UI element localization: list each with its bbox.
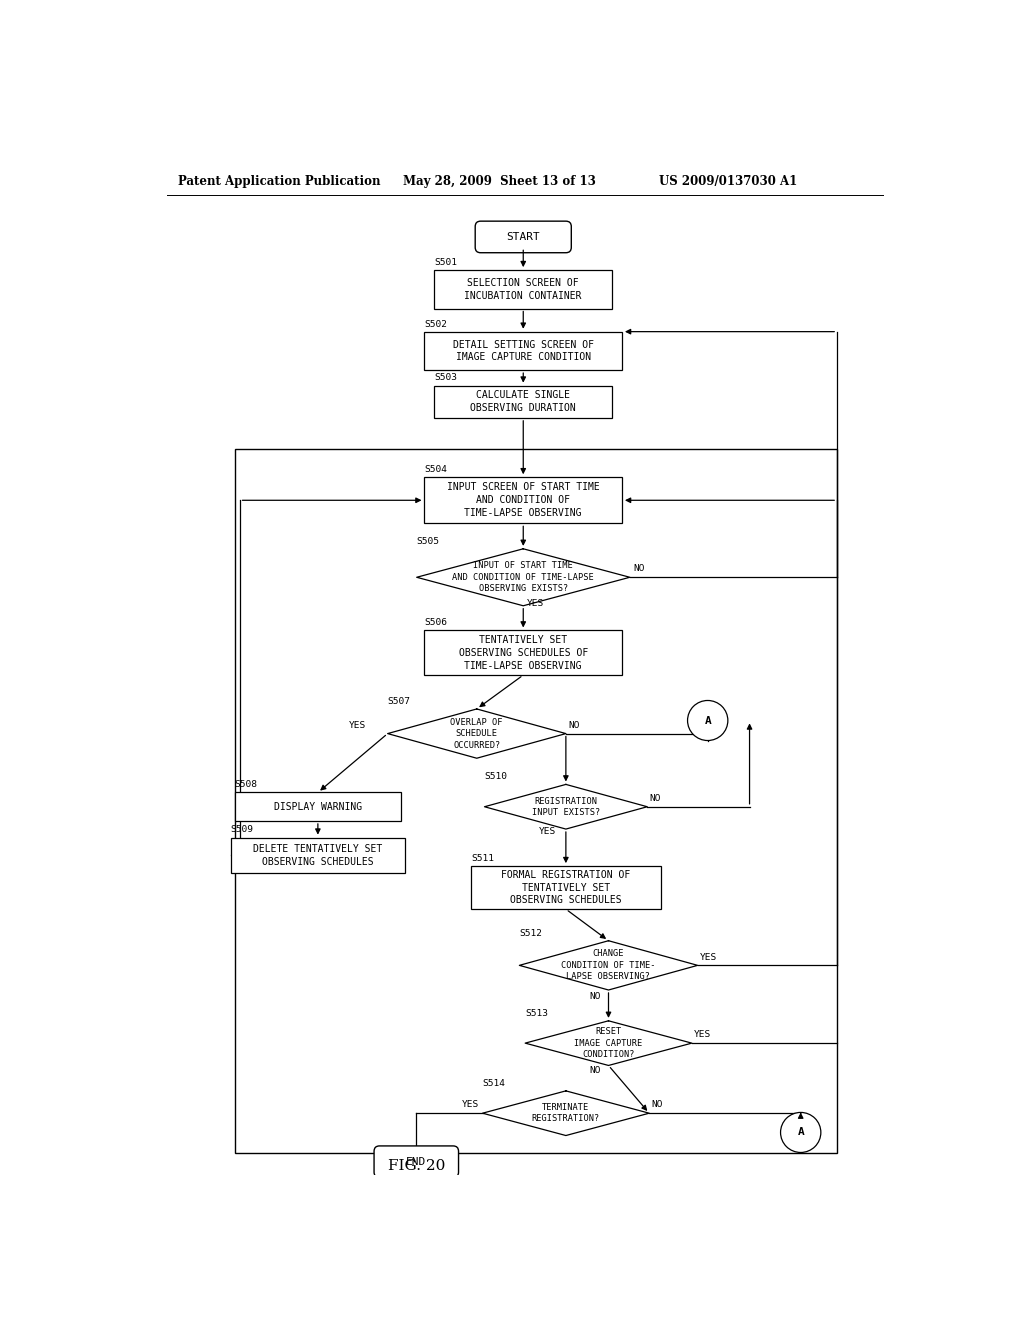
- Text: S507: S507: [388, 697, 411, 706]
- Text: S513: S513: [525, 1008, 548, 1018]
- Polygon shape: [525, 1020, 692, 1065]
- Text: US 2009/0137030 A1: US 2009/0137030 A1: [658, 176, 797, 189]
- Text: NO: NO: [589, 1067, 601, 1076]
- Text: S509: S509: [230, 825, 254, 834]
- Text: INPUT OF START TIME
AND CONDITION OF TIME-LAPSE
OBSERVING EXISTS?: INPUT OF START TIME AND CONDITION OF TIM…: [453, 561, 594, 593]
- Text: DISPLAY WARNING: DISPLAY WARNING: [273, 801, 361, 812]
- Text: A: A: [798, 1127, 804, 1138]
- Text: SELECTION SCREEN OF
INCUBATION CONTAINER: SELECTION SCREEN OF INCUBATION CONTAINER: [465, 279, 582, 301]
- Text: S511: S511: [471, 854, 494, 863]
- Text: YES: YES: [527, 599, 545, 609]
- Bar: [424, 331, 622, 370]
- Text: YES: YES: [700, 953, 717, 961]
- Text: Patent Application Publication: Patent Application Publication: [178, 176, 381, 189]
- Text: A: A: [705, 715, 711, 726]
- Circle shape: [687, 701, 728, 741]
- FancyBboxPatch shape: [475, 222, 571, 252]
- Text: END: END: [407, 1156, 426, 1167]
- Text: OVERLAP OF
SCHEDULE
OCCURRED?: OVERLAP OF SCHEDULE OCCURRED?: [451, 718, 503, 750]
- Text: May 28, 2009  Sheet 13 of 13: May 28, 2009 Sheet 13 of 13: [403, 176, 596, 189]
- Text: RESET
IMAGE CAPTURE
CONDITION?: RESET IMAGE CAPTURE CONDITION?: [574, 1027, 643, 1059]
- Text: CHANGE
CONDITION OF TIME-
LAPSE OBSERVING?: CHANGE CONDITION OF TIME- LAPSE OBSERVIN…: [561, 949, 655, 981]
- Text: CALCULATE SINGLE
OBSERVING DURATION: CALCULATE SINGLE OBSERVING DURATION: [470, 391, 577, 413]
- Text: S514: S514: [482, 1078, 506, 1088]
- Bar: [234, 450, 838, 1154]
- Polygon shape: [417, 549, 630, 606]
- Polygon shape: [519, 941, 697, 990]
- Text: NO: NO: [649, 793, 662, 803]
- Bar: [424, 478, 622, 524]
- Bar: [234, 792, 401, 821]
- Text: REGISTRATION
INPUT EXISTS?: REGISTRATION INPUT EXISTS?: [531, 796, 600, 817]
- FancyBboxPatch shape: [374, 1146, 459, 1177]
- Bar: [471, 866, 660, 909]
- Text: S503: S503: [434, 374, 457, 383]
- Text: YES: YES: [693, 1031, 711, 1039]
- Text: S506: S506: [424, 618, 447, 627]
- Bar: [434, 271, 612, 309]
- Polygon shape: [484, 784, 647, 829]
- Bar: [230, 838, 406, 873]
- Text: S501: S501: [434, 257, 457, 267]
- Text: START: START: [507, 232, 540, 242]
- Text: TERMINATE
REGISTRATION?: TERMINATE REGISTRATION?: [531, 1104, 600, 1123]
- Circle shape: [780, 1113, 821, 1152]
- Text: NO: NO: [568, 721, 580, 730]
- Bar: [434, 385, 612, 418]
- Text: NO: NO: [633, 565, 645, 573]
- Text: S510: S510: [484, 772, 508, 781]
- Polygon shape: [482, 1090, 649, 1135]
- Text: S504: S504: [424, 465, 447, 474]
- Polygon shape: [388, 709, 566, 758]
- Text: DELETE TENTATIVELY SET
OBSERVING SCHEDULES: DELETE TENTATIVELY SET OBSERVING SCHEDUL…: [253, 843, 383, 867]
- Text: DETAIL SETTING SCREEN OF
IMAGE CAPTURE CONDITION: DETAIL SETTING SCREEN OF IMAGE CAPTURE C…: [453, 339, 594, 362]
- Text: S505: S505: [417, 537, 439, 545]
- Text: INPUT SCREEN OF START TIME
AND CONDITION OF
TIME-LAPSE OBSERVING: INPUT SCREEN OF START TIME AND CONDITION…: [446, 483, 600, 517]
- Text: FORMAL REGISTRATION OF
TENTATIVELY SET
OBSERVING SCHEDULES: FORMAL REGISTRATION OF TENTATIVELY SET O…: [502, 870, 631, 906]
- Bar: [424, 631, 622, 675]
- Text: YES: YES: [540, 828, 557, 836]
- Text: YES: YES: [462, 1101, 479, 1109]
- Text: S512: S512: [519, 929, 543, 937]
- Text: S508: S508: [234, 780, 258, 789]
- Text: FIG. 20: FIG. 20: [388, 1159, 445, 1173]
- Text: YES: YES: [349, 721, 366, 730]
- Text: NO: NO: [589, 991, 601, 1001]
- Text: NO: NO: [651, 1101, 663, 1109]
- Text: TENTATIVELY SET
OBSERVING SCHEDULES OF
TIME-LAPSE OBSERVING: TENTATIVELY SET OBSERVING SCHEDULES OF T…: [459, 635, 588, 671]
- Text: S502: S502: [424, 319, 447, 329]
